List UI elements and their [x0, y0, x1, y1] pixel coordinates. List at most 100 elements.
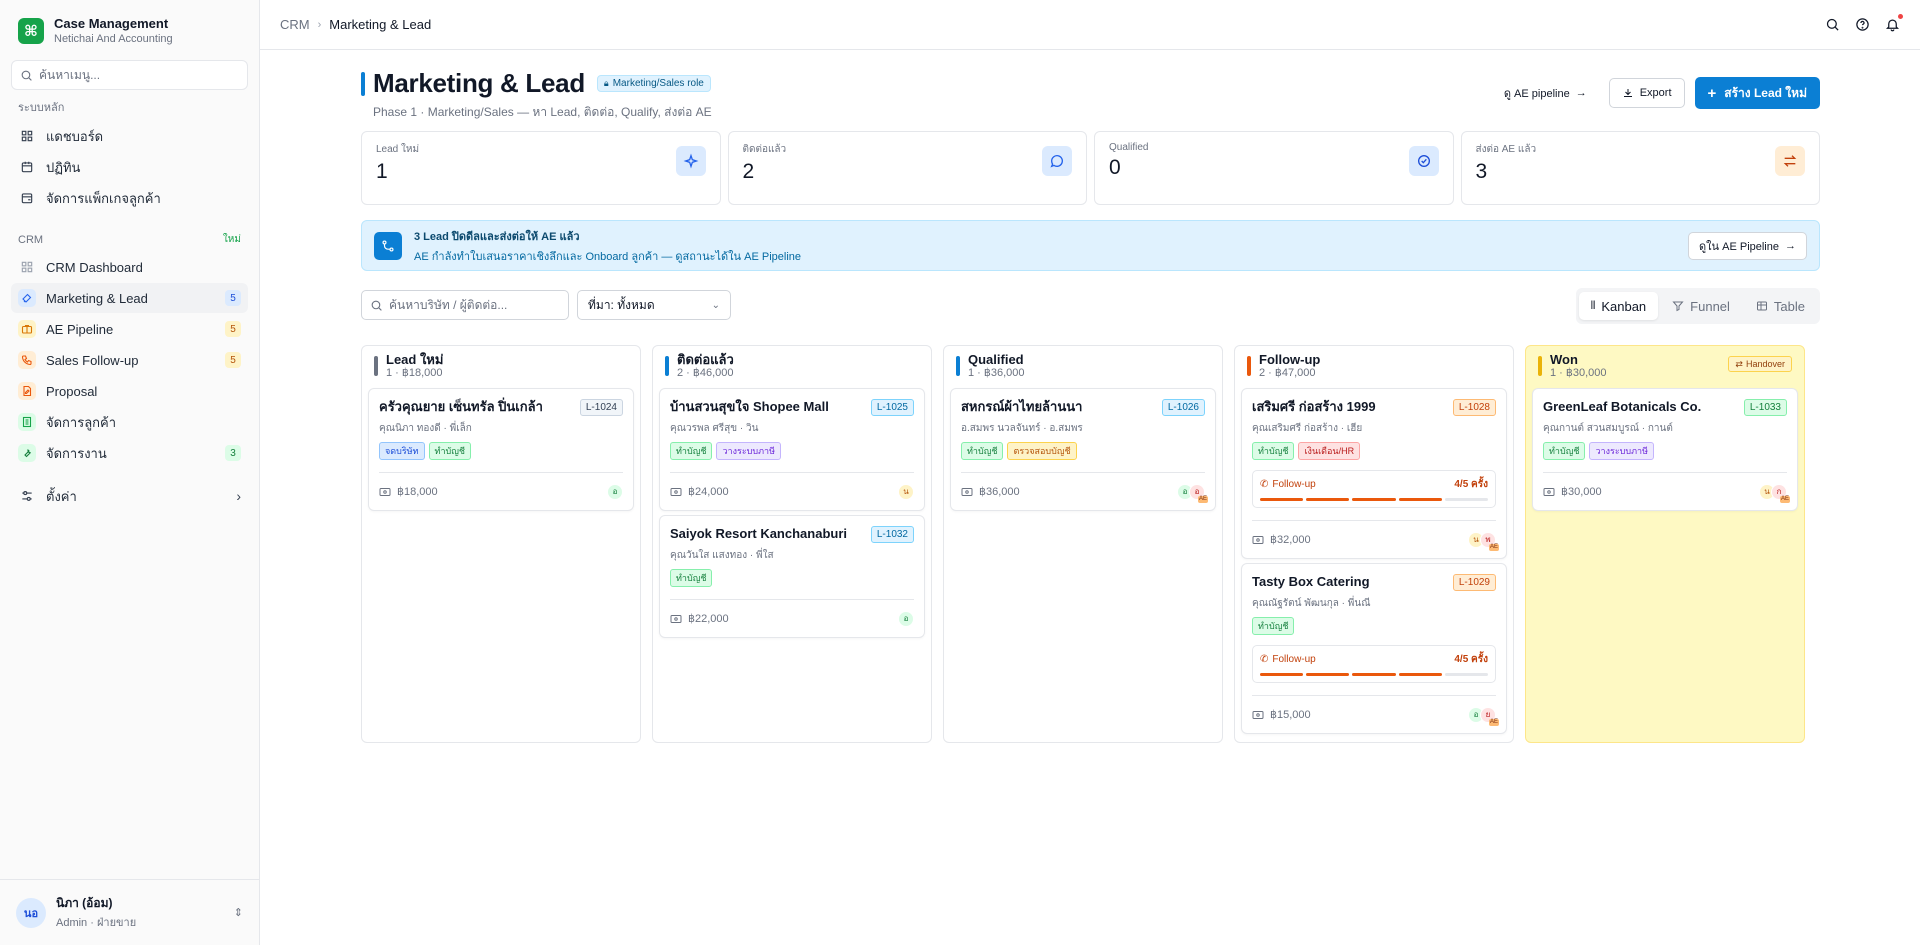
export-button[interactable]: Export	[1608, 78, 1685, 108]
lead-company-name: สหกรณ์ผ้าไทยล้านนา	[961, 399, 1083, 414]
lead-contact: คุณกานต์ สวนสมบูรณ์ · กานต์	[1543, 423, 1673, 434]
ae-badge: AE	[1197, 495, 1208, 503]
count-badge: 5	[225, 321, 241, 337]
lead-card[interactable]: บ้านสวนสุขใจ Shopee Mall L-1025 คุณวรพล ศร…	[659, 388, 925, 511]
stat-card: ส่งต่อ AE แล้ว 3	[1460, 131, 1820, 205]
chevron-up-down-icon: ⇕	[233, 907, 243, 919]
stat-value: 0	[1109, 156, 1121, 179]
kanban-board: Lead ใหม่ 1 · ฿18,000 ครัวคุณยาย เซ็นทรัล …	[361, 345, 1805, 743]
search-icon[interactable]	[1824, 17, 1840, 33]
company-search-input[interactable]: ค้นหาบริษัท / ผู้ติดต่อ...	[361, 290, 569, 320]
sidebar-item-main-0[interactable]: แดชบอร์ด	[11, 121, 248, 151]
banknote-icon	[961, 487, 973, 496]
column-title: Won	[1550, 352, 1578, 367]
avatar: นอ	[16, 897, 46, 928]
menu-search-input[interactable]: ค้นหาเมนู...	[11, 60, 248, 90]
lead-id-badge: L-1026	[1161, 399, 1205, 416]
service-tag: วางระบบภาษี	[1589, 442, 1654, 460]
avatar: ย AE	[1480, 706, 1499, 726]
stat-card: ติดต่อแล้ว 2	[727, 131, 1087, 205]
tab-funnel[interactable]: Funnel	[1660, 292, 1742, 320]
sidebar-item-label: AE Pipeline	[46, 321, 114, 337]
stat-value: 2	[742, 160, 755, 183]
sidebar-item-label: แดชบอร์ด	[46, 128, 104, 144]
topbar: CRM › Marketing & Lead	[260, 0, 1920, 50]
lead-amount: ฿18,000	[379, 485, 438, 498]
stat-label: ส่งต่อ AE แล้ว	[1475, 144, 1537, 155]
followup-progress-segment	[1352, 498, 1396, 501]
lead-card[interactable]: เสริมศรี ก่อสร้าง 1999 L-1028 คุณเสริมศรี …	[1241, 388, 1507, 559]
ae-badge: AE	[1488, 718, 1499, 726]
role-badge: 🔒︎ Marketing/Sales role	[596, 75, 711, 92]
briefcase-icon	[18, 320, 36, 338]
followup-progress-segment	[1260, 673, 1304, 676]
check-circle-icon	[1408, 146, 1439, 176]
lead-card[interactable]: Tasty Box Catering L-1029 คุณณัฐรัตน์ พัฒน…	[1241, 563, 1507, 734]
breadcrumb-crm[interactable]: CRM	[280, 17, 310, 32]
sidebar-item-crm-0[interactable]: CRM Dashboard	[11, 252, 248, 282]
sliders-icon	[18, 487, 36, 505]
sidebar-item-settings[interactable]: ตั้งค่า ›	[11, 481, 248, 511]
view-in-ae-pipeline-button[interactable]: ดูใน AE Pipeline →	[1688, 231, 1807, 260]
user-menu[interactable]: นอ นิภา (อ้อม) Admin · ฝ่ายขาย ⇕	[0, 879, 259, 945]
brand-subtitle: Netichai And Accounting	[54, 33, 173, 45]
page-subtitle: Phase 1 · Marketing/Sales — หา Lead, ติด…	[373, 105, 712, 119]
tab-kanban[interactable]: ⫴ Kanban	[1578, 292, 1659, 320]
section-label-crm: CRM ใหม่	[18, 233, 241, 246]
brand[interactable]: ⌘ Case Management Netichai And Accountin…	[0, 0, 259, 56]
column-color-bar	[956, 356, 960, 376]
banknote-icon	[1252, 710, 1264, 719]
lead-card[interactable]: ครัวคุณยาย เซ็นทรัล ปิ่นเกล้า L-1024 คุณนิ…	[368, 388, 634, 511]
sidebar-item-label: CRM Dashboard	[46, 259, 143, 275]
column-meta: 1 · ฿30,000	[1550, 367, 1607, 379]
sidebar-item-crm-1[interactable]: Marketing & Lead 5	[11, 283, 248, 313]
sidebar-item-label: จัดการแพ็กเกจลูกค้า	[46, 190, 161, 206]
source-select[interactable]: ที่มา: ทั้งหมด ⌄	[577, 290, 731, 320]
lead-card[interactable]: GreenLeaf Botanicals Co. L-1033 คุณกานต์ ส…	[1532, 388, 1798, 511]
tab-table[interactable]: Table	[1744, 292, 1817, 320]
sidebar-item-crm-5[interactable]: จัดการลูกค้า	[11, 407, 248, 437]
avatar: พ AE	[1480, 531, 1499, 551]
lead-amount: ฿15,000	[1252, 708, 1311, 721]
banknote-icon	[1252, 535, 1264, 544]
followup-count: 4/5 ครั้ง	[1454, 654, 1488, 665]
lead-contact: คุณเสริมศรี ก่อสร้าง · เฮีย	[1252, 423, 1363, 434]
phone-icon: ✆	[1260, 654, 1269, 665]
handover-banner: 3 Lead ปิดดีลและส่งต่อให้ AE แล้ว AE กำล…	[361, 220, 1820, 271]
help-icon[interactable]	[1854, 17, 1870, 33]
sidebar-item-crm-6[interactable]: จัดการงาน 3	[11, 438, 248, 468]
sidebar-item-main-2[interactable]: จัดการแพ็กเกจลูกค้า	[11, 183, 248, 213]
sidebar-item-label: Sales Follow-up	[46, 352, 139, 368]
sidebar-item-label: จัดการลูกค้า	[46, 414, 117, 430]
followup-progress: ✆ Follow-up 4/5 ครั้ง	[1252, 470, 1496, 508]
service-tag: ทำบัญชี	[428, 442, 472, 460]
lead-company-name: Tasty Box Catering	[1252, 574, 1370, 589]
sidebar-item-crm-3[interactable]: Sales Follow-up 5	[11, 345, 248, 375]
followup-progress-segment	[1260, 498, 1304, 501]
view-ae-pipeline-link[interactable]: ดู AE pipeline →	[1503, 87, 1587, 100]
avatar: อ AE	[1189, 483, 1208, 503]
banner-title: 3 Lead ปิดดีลและส่งต่อให้ AE แล้ว	[414, 230, 580, 243]
sidebar-item-crm-2[interactable]: AE Pipeline 5	[11, 314, 248, 344]
column-color-bar	[1538, 356, 1542, 376]
sidebar-item-main-1[interactable]: ปฏิทิน	[11, 152, 248, 182]
service-tag: ทำบัญชี	[670, 442, 713, 460]
filter-bar: ค้นหาบริษัท / ผู้ติดต่อ... ที่มา: ทั้งหม…	[361, 288, 1820, 324]
service-tag: ทำบัญชี	[1543, 442, 1586, 460]
section-label-main: ระบบหลัก	[18, 102, 65, 114]
followup-progress: ✆ Follow-up 4/5 ครั้ง	[1252, 645, 1496, 683]
lock-icon: 🔒︎	[603, 78, 609, 88]
column-header: Lead ใหม่ 1 · ฿18,000	[368, 346, 634, 386]
lead-amount: ฿36,000	[961, 485, 1020, 498]
source-select-value: ที่มา: ทั้งหมด	[588, 297, 655, 312]
create-lead-button[interactable]: + สร้าง Lead ใหม่	[1694, 77, 1820, 109]
arrow-right-icon: →	[1575, 87, 1587, 99]
kanban-column: Won 1 · ฿30,000 ⇄ Handover GreenLeaf Botanic…	[1525, 345, 1805, 743]
service-tag: ทำบัญชี	[670, 569, 713, 587]
lead-id-badge: L-1028	[1452, 399, 1496, 416]
bell-icon[interactable]	[1884, 13, 1903, 33]
sidebar-item-crm-4[interactable]: Proposal	[11, 376, 248, 406]
lead-card[interactable]: Saiyok Resort Kanchanaburi L-1032 คุณวันใส…	[659, 515, 925, 638]
column-title: ติดต่อแล้ว	[677, 352, 734, 367]
lead-card[interactable]: สหกรณ์ผ้าไทยล้านนา L-1026 อ.สมพร นวลจันทร์…	[950, 388, 1216, 511]
